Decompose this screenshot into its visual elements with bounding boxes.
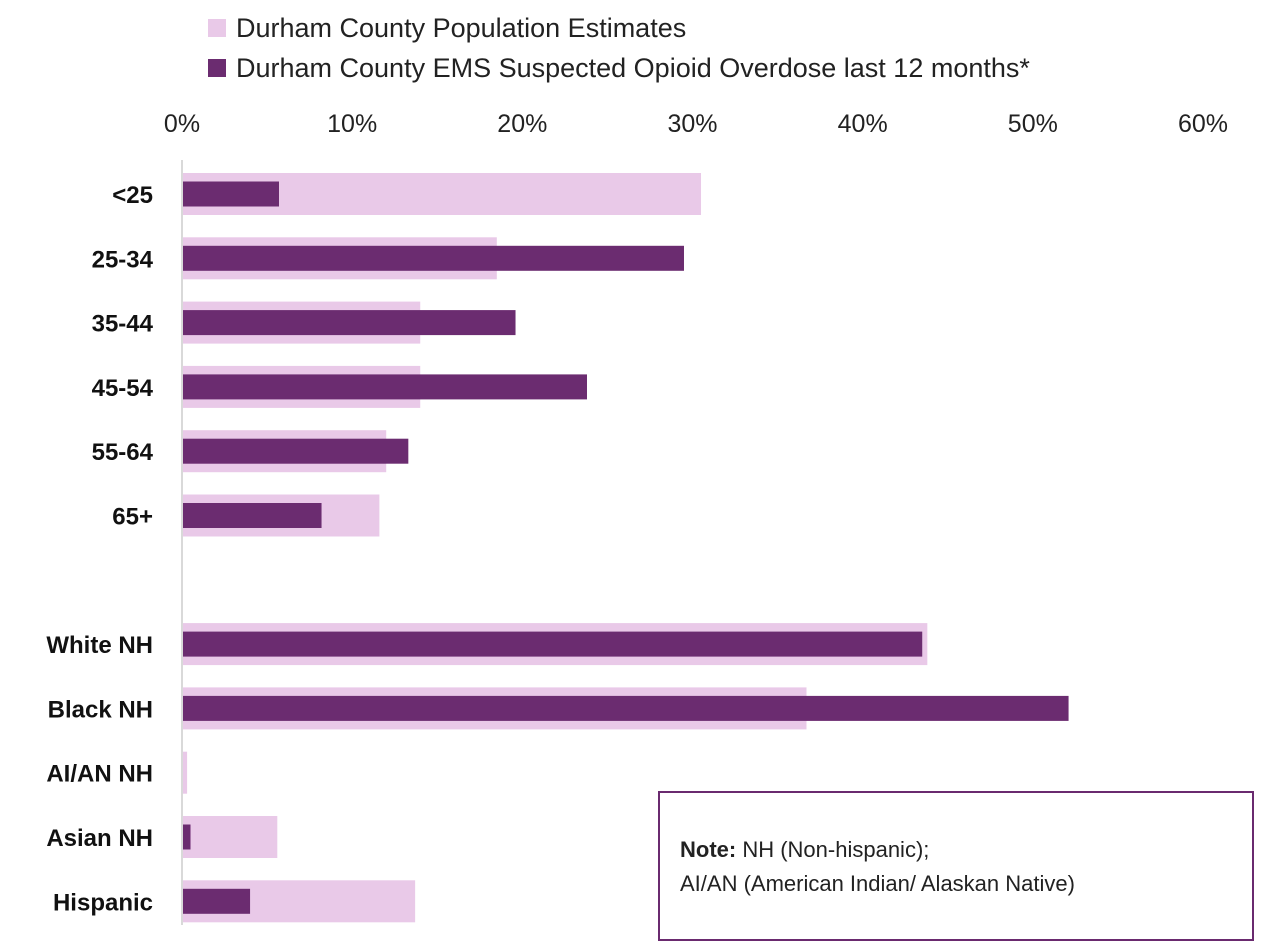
category-label: <25: [112, 182, 153, 209]
x-tick-label: 30%: [667, 110, 717, 138]
bar-ems: [182, 310, 516, 336]
bar-ems: [182, 695, 1069, 721]
x-tick-label: 10%: [327, 110, 377, 138]
note-text: Note: NH (Non-hispanic); AI/AN (American…: [680, 833, 1075, 901]
category-label: 35-44: [92, 311, 154, 338]
bar-population: [182, 751, 188, 794]
bar-population: [182, 816, 278, 858]
x-tick-label: 50%: [1008, 110, 1058, 138]
note-bold-label: Note:: [680, 837, 737, 862]
category-label: 25-34: [92, 246, 154, 273]
category-label: Hispanic: [53, 889, 153, 916]
x-tick-label: 20%: [497, 110, 547, 138]
category-label: AI/AN NH: [46, 761, 153, 788]
legend-label-ems: Durham County EMS Suspected Opioid Overd…: [236, 52, 1030, 83]
x-tick-label: 40%: [838, 110, 888, 138]
legend-item-ems: Durham County EMS Suspected Opioid Overd…: [208, 48, 1030, 88]
bar-ems: [182, 181, 279, 207]
x-tick-label: 0%: [164, 110, 200, 138]
bar-ems: [182, 824, 191, 850]
category-label: White NH: [46, 632, 153, 659]
bar-ems: [182, 888, 251, 914]
category-label: 45-54: [92, 375, 154, 402]
legend-label-population: Durham County Population Estimates: [236, 12, 687, 43]
legend: Durham County Population Estimates Durha…: [208, 8, 1030, 88]
bar-ems: [182, 438, 409, 464]
note-box: Note: NH (Non-hispanic); AI/AN (American…: [658, 791, 1254, 941]
category-label: Asian NH: [46, 825, 153, 852]
category-label: Black NH: [48, 696, 153, 723]
note-line-2: AI/AN (American Indian/ Alaskan Native): [680, 871, 1075, 896]
bar-ems: [182, 503, 322, 528]
legend-swatch-population: [208, 19, 226, 37]
category-label: 65+: [112, 504, 153, 531]
category-label: 55-64: [92, 439, 154, 466]
legend-swatch-ems: [208, 59, 226, 77]
x-tick-label: 60%: [1178, 110, 1228, 138]
note-line-1: NH (Non-hispanic);: [736, 837, 930, 862]
legend-item-population: Durham County Population Estimates: [208, 8, 1030, 48]
bar-ems: [182, 245, 684, 271]
bar-ems: [182, 374, 587, 400]
bar-ems: [182, 631, 923, 657]
